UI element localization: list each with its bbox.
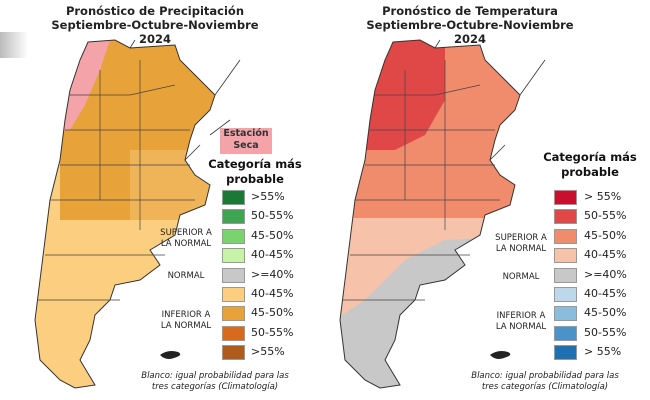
legend-label: 45-50% <box>251 228 294 242</box>
legend-swatch <box>554 190 577 205</box>
neighbor-borders <box>434 39 546 161</box>
malvinas-islands <box>490 351 511 359</box>
legend-swatch <box>222 345 245 361</box>
temp-legend-title: Categoría más probable <box>543 150 637 179</box>
legend-swatch <box>222 287 245 302</box>
legend-swatch <box>222 248 245 264</box>
precip-map <box>34 39 241 389</box>
legend-label: 45-50% <box>584 306 627 320</box>
edge-shadow <box>0 32 28 58</box>
legend-label: > 55% <box>584 190 622 203</box>
precip-period: Septiembre-Octubre-Noviembre 2024 <box>51 18 259 46</box>
legend-label: >55% <box>251 190 285 203</box>
legend-swatch <box>222 190 245 205</box>
precip-footnote: Blanco: igual probabilidad para las tres… <box>141 371 289 392</box>
temp-title-text: Pronóstico de Temperatura <box>382 4 558 18</box>
legend-label: 40-45% <box>584 248 627 262</box>
legend-swatch <box>554 209 577 225</box>
legend-swatch <box>222 325 245 341</box>
precip-title-text: Pronóstico de Precipitación <box>65 4 245 18</box>
legend-swatch <box>222 267 245 283</box>
legend-swatch <box>554 267 577 283</box>
neighbor-borders <box>129 39 241 161</box>
temp-footnote: Blanco: igual probabilidad para las tres… <box>471 371 619 392</box>
temp-map <box>339 39 546 389</box>
temp-title: Pronóstico de Temperatura Septiembre-Oct… <box>355 4 585 46</box>
precip-title: Pronóstico de Precipitación Septiembre-O… <box>40 4 270 46</box>
temp-group-normal: NORMAL <box>502 272 540 282</box>
dry-season-label: Estación Seca <box>220 128 272 154</box>
legend-label: >=40% <box>251 267 294 281</box>
legend-label: >=40% <box>584 267 627 281</box>
precip-legend-title: Categoría más probable <box>208 157 302 186</box>
province-borders <box>38 60 195 301</box>
legend-swatch <box>554 325 577 341</box>
temp-region-above-45-50 <box>340 40 520 218</box>
legend-swatch <box>554 228 577 244</box>
legend-swatch <box>554 287 577 302</box>
temp-region-climatology <box>435 330 475 388</box>
legend-label: 45-50% <box>584 228 627 242</box>
legend-swatch <box>554 345 577 361</box>
precip-group-upper: SUPERIOR A LA NORMAL <box>160 228 212 249</box>
legend-swatch <box>554 248 577 264</box>
legend-label: 40-45% <box>251 287 294 300</box>
malvinas-islands <box>160 351 181 359</box>
legend-label: > 55% <box>584 345 622 359</box>
legend-swatch <box>222 306 245 322</box>
temp-period: Septiembre-Octubre-Noviembre 2024 <box>366 18 574 46</box>
legend-swatch <box>222 228 245 244</box>
legend-label: 50-55% <box>584 209 627 223</box>
temp-group-upper: SUPERIOR A LA NORMAL <box>495 233 547 254</box>
legend-swatch <box>222 209 245 225</box>
legend-label: 40-45% <box>251 248 294 262</box>
province-borders <box>343 60 500 301</box>
legend-label: >55% <box>251 345 285 359</box>
legend-label: 40-45% <box>584 287 627 300</box>
legend-label: 50-55% <box>251 325 294 339</box>
precip-group-normal: NORMAL <box>167 271 205 281</box>
legend-swatch <box>554 306 577 322</box>
legend-label: 50-55% <box>584 325 627 339</box>
temp-group-lower: INFERIOR A LA NORMAL <box>495 311 547 332</box>
precip-group-lower: INFERIOR A LA NORMAL <box>160 310 212 331</box>
legend-label: 50-55% <box>251 209 294 223</box>
legend-label: 45-50% <box>251 306 294 320</box>
